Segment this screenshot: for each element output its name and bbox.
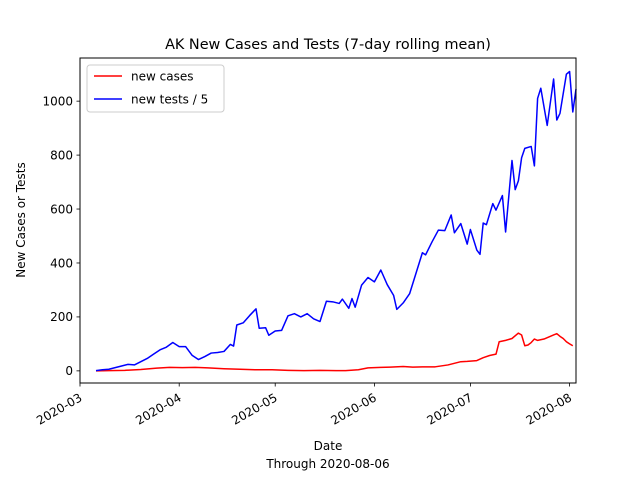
axes-frame — [79, 57, 577, 384]
y-tick-label: 1000 — [42, 94, 73, 108]
y-axis: 0 200 400 600 800 1000 — [42, 94, 80, 378]
x-axis-note: Through 2020-08-06 — [265, 457, 389, 471]
series-line-2 — [95, 70, 577, 372]
series-layer — [95, 70, 577, 372]
y-tick-label: 400 — [50, 256, 73, 270]
x-axis-label: Date — [314, 439, 343, 453]
series-line-1 — [95, 332, 574, 372]
y-tick-label: 200 — [50, 310, 73, 324]
legend-label-2: new tests / 5 — [131, 92, 208, 106]
chart-title: AK New Cases and Tests (7-day rolling me… — [165, 37, 491, 53]
y-tick-label: 600 — [50, 202, 73, 216]
y-tick-label: 800 — [50, 148, 73, 162]
plot-area — [79, 57, 577, 384]
legend: new cases new tests / 5 — [86, 64, 225, 113]
legend-label-1: new cases — [131, 69, 193, 83]
y-axis-label: New Cases or Tests — [14, 162, 28, 277]
y-tick-label: 0 — [65, 364, 73, 378]
